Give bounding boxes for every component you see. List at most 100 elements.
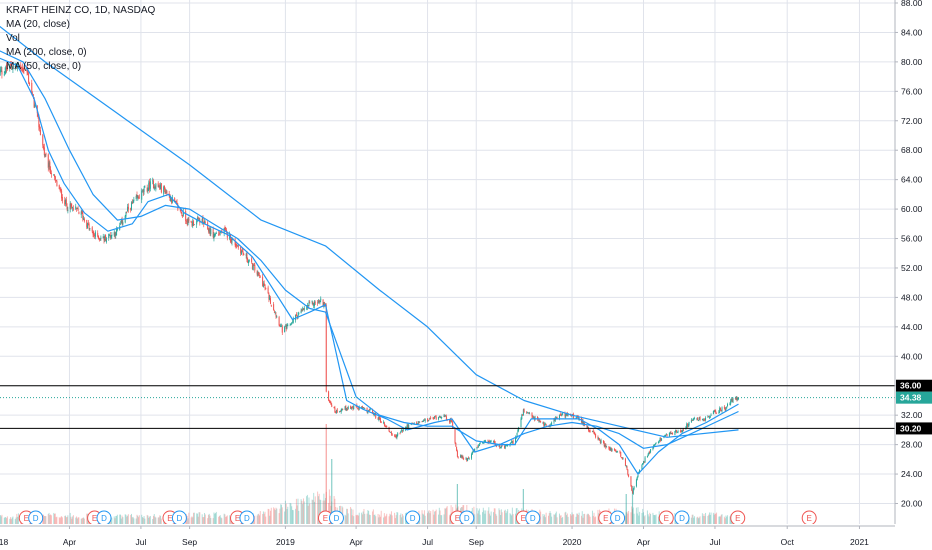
volume-bar xyxy=(204,514,206,524)
earnings-marker[interactable]: E xyxy=(801,510,817,526)
dividend-marker[interactable]: D xyxy=(405,510,421,526)
candle-body xyxy=(204,222,206,223)
candle-body xyxy=(318,300,320,302)
dividend-marker[interactable]: D xyxy=(171,510,187,526)
volume-bar xyxy=(55,517,57,524)
candle-body xyxy=(445,415,447,417)
volume-bar xyxy=(219,515,221,524)
volume-bar xyxy=(489,513,491,524)
candle-body xyxy=(725,408,727,411)
earnings-marker[interactable]: E xyxy=(730,510,746,526)
dividend-marker[interactable]: D xyxy=(674,510,690,526)
candle-body xyxy=(109,235,111,238)
dividend-marker[interactable]: D xyxy=(96,510,112,526)
volume-bar xyxy=(64,515,66,524)
candle-body xyxy=(697,417,699,421)
candle-body xyxy=(616,451,618,453)
ma200-line[interactable] xyxy=(0,25,739,438)
volume-bar xyxy=(434,511,436,524)
candle-body xyxy=(606,446,608,448)
dividend-marker[interactable]: D xyxy=(610,510,626,526)
candle-body xyxy=(171,199,173,203)
volume-bar xyxy=(319,499,321,524)
dividend-marker[interactable]: D xyxy=(28,510,44,526)
candle-body xyxy=(688,422,690,426)
legend-vol[interactable]: Vol xyxy=(6,33,20,44)
legend-ma50[interactable]: MA (50, close, 0) xyxy=(6,61,82,72)
volume-bar xyxy=(345,515,347,524)
volume-bar xyxy=(708,514,710,524)
earnings-marker[interactable]: E xyxy=(658,510,674,526)
volume-bar xyxy=(485,510,487,524)
volume-bar xyxy=(323,493,325,524)
ma50-line[interactable] xyxy=(0,50,739,449)
candle-body xyxy=(341,408,343,411)
candle-body xyxy=(314,302,316,304)
dividend-marker[interactable]: D xyxy=(525,510,541,526)
dividend-marker[interactable]: D xyxy=(459,510,475,526)
horizontal-levels[interactable] xyxy=(0,385,895,429)
volume-bar xyxy=(307,505,309,524)
candle-body xyxy=(225,229,227,231)
candle-body xyxy=(147,188,149,192)
volume-bar xyxy=(654,515,656,524)
candle-body xyxy=(555,417,557,418)
volume-bar xyxy=(126,516,128,524)
candle-body xyxy=(339,411,341,412)
candle-body xyxy=(258,272,260,275)
legend-ma20[interactable]: MA (20, close) xyxy=(6,19,70,30)
dividend-marker[interactable]: D xyxy=(239,510,255,526)
volume-bar xyxy=(555,513,557,524)
candle-body xyxy=(633,486,635,489)
legend-title[interactable]: KRAFT HEINZ CO, 1D, NASDAQ xyxy=(6,5,156,16)
volume-bar xyxy=(269,515,271,524)
candle-body xyxy=(325,304,327,392)
price-tick-label: 84.00 xyxy=(901,27,923,37)
volume-bar xyxy=(1,514,3,524)
candle-body xyxy=(334,407,336,413)
candle-body xyxy=(3,74,5,76)
candle-body xyxy=(152,180,154,182)
candle-body xyxy=(655,442,657,444)
candle-body xyxy=(451,420,453,422)
candle-body xyxy=(350,406,352,409)
volume-bar xyxy=(701,513,703,524)
candle-body xyxy=(512,440,514,444)
candle-body xyxy=(21,67,23,71)
candle-body xyxy=(595,433,597,438)
candle-body xyxy=(539,420,541,422)
legend-ma200[interactable]: MA (200, close, 0) xyxy=(6,47,87,58)
candle-body xyxy=(210,228,212,235)
volume-bar xyxy=(569,514,571,524)
dividend-marker[interactable]: D xyxy=(328,510,344,526)
candle-body xyxy=(386,426,388,427)
candle-body xyxy=(83,218,85,222)
horizontal-grid xyxy=(0,2,895,504)
candle-body xyxy=(394,435,396,437)
candle-body xyxy=(500,445,502,448)
event-marker-label: E xyxy=(735,514,740,523)
candle-body xyxy=(312,302,314,306)
candle-body xyxy=(559,414,561,416)
volume-bar xyxy=(397,512,399,524)
candle-body xyxy=(697,420,699,421)
candle-body xyxy=(406,424,408,428)
candle-body xyxy=(366,407,368,413)
volume-bar xyxy=(160,515,162,524)
candle-body xyxy=(466,458,468,462)
candle-body xyxy=(182,214,184,217)
volume-bar xyxy=(43,514,45,524)
candle-body xyxy=(298,312,300,315)
candle-body xyxy=(704,419,706,421)
candle-body xyxy=(608,446,610,449)
price-axis[interactable]: 20.00 24.00 28.00 32.00 36.00 40.00 44.00 48.00… xyxy=(894,0,932,550)
volume-bar xyxy=(509,513,511,524)
ma20-line[interactable] xyxy=(0,57,739,475)
candle-body xyxy=(548,426,550,428)
volume-bar xyxy=(694,516,696,524)
candle-body xyxy=(452,422,454,429)
candle-body xyxy=(422,420,424,422)
